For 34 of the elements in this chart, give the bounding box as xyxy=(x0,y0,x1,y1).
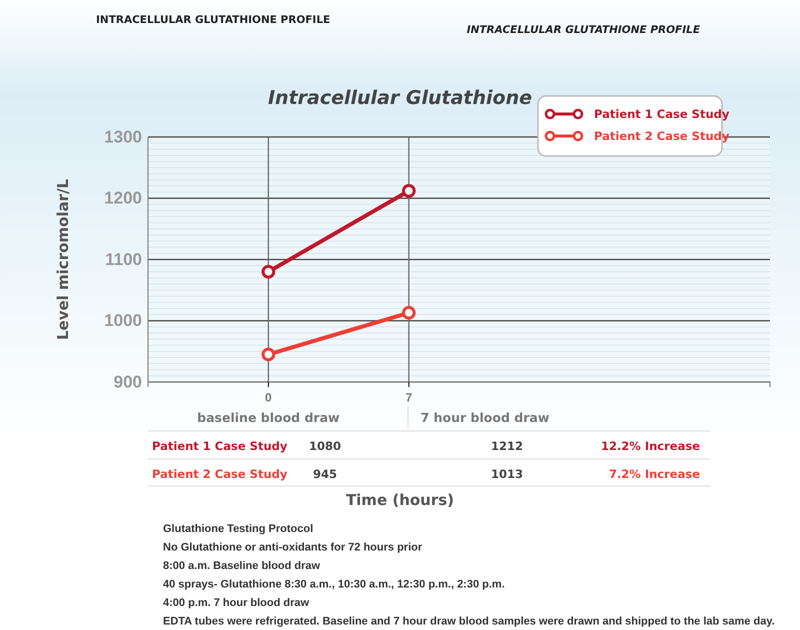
text: Glutathione Testing Protocol xyxy=(163,523,314,535)
text: 945 xyxy=(312,467,338,481)
text: baseline blood draw xyxy=(197,410,340,425)
y-axis-title: Level micromolar/L xyxy=(54,178,72,340)
text: Time (hours) xyxy=(346,491,454,509)
legend-label: Patient 1 Case Study xyxy=(594,107,730,121)
text: EDTA tubes were refrigerated. Baseline and 7 hour draw blood samples were drawn and shipped to the lab same day. xyxy=(163,616,775,628)
text: 1212 xyxy=(490,439,524,453)
point xyxy=(262,348,276,362)
text: No Glutathione or anti-oxidants for 72 hours prior xyxy=(163,542,423,554)
chart-subtitle: INTRACELLULAR GLUTATHIONE PROFILE xyxy=(466,24,701,36)
text: 7 hour blood draw xyxy=(420,410,550,425)
chart-title: Intracellular Glutathione xyxy=(268,87,532,109)
point xyxy=(262,264,276,279)
text: Patient 1 Case Study xyxy=(152,439,288,453)
text: 1080 xyxy=(308,439,342,453)
text: 7.2% Increase xyxy=(608,467,700,481)
x-tick-label: 0 xyxy=(265,390,272,405)
legend-label: Patient 2 Case Study xyxy=(594,129,730,143)
text: 1013 xyxy=(490,467,524,481)
text: Patient 2 Case Study xyxy=(152,467,288,481)
y-tick-label: 1200 xyxy=(104,188,142,208)
y-tick-label: 1000 xyxy=(104,311,142,330)
point xyxy=(402,306,416,320)
y-tick-label: 1100 xyxy=(105,250,142,269)
text: 4:00 p.m. 7 hour blood draw xyxy=(163,597,310,609)
text: 40 sprays- Glutathione 8:30 a.m., 10:30 a.m., 12:30 p.m., 2:30 p.m. xyxy=(163,578,505,590)
x-tick-label: 7 xyxy=(405,390,412,405)
y-tick-label: 900 xyxy=(114,372,142,392)
text: 12.2% Increase xyxy=(600,439,700,453)
y-tick-label: 1300 xyxy=(104,127,142,146)
point xyxy=(402,184,416,198)
text: 8:00 a.m. Baseline blood draw xyxy=(163,560,321,572)
text: INTRACELLULAR GLUTATHIONE PROFILE xyxy=(96,14,330,26)
